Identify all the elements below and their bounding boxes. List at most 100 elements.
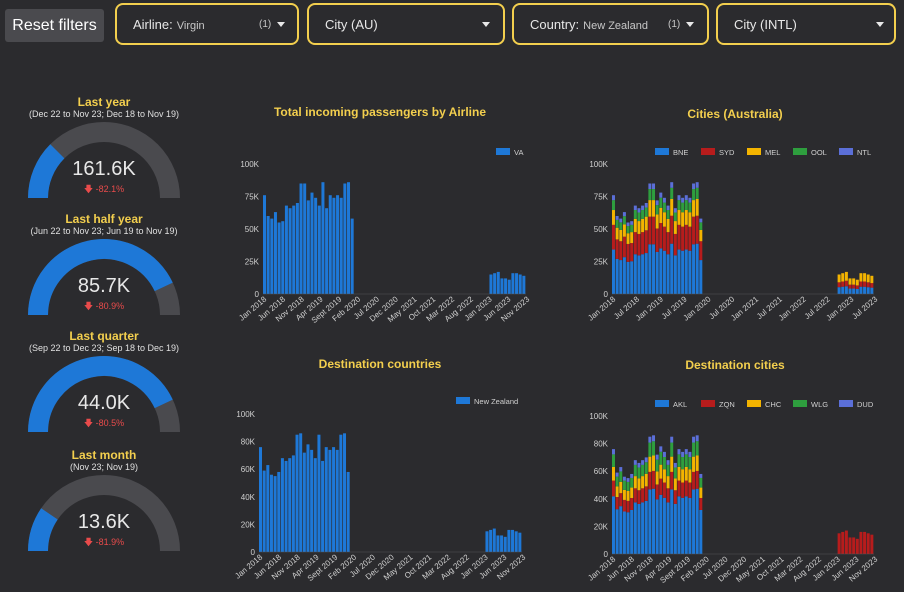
bar[interactable] bbox=[655, 484, 659, 500]
bar[interactable] bbox=[615, 509, 619, 554]
bar[interactable] bbox=[681, 456, 685, 470]
bar[interactable] bbox=[633, 232, 637, 255]
bar[interactable] bbox=[310, 449, 314, 552]
bar[interactable] bbox=[273, 476, 277, 552]
bar[interactable] bbox=[507, 529, 511, 552]
bar[interactable] bbox=[655, 200, 659, 206]
bar[interactable] bbox=[681, 497, 685, 554]
bar[interactable] bbox=[270, 218, 274, 294]
bar[interactable] bbox=[269, 474, 273, 552]
bar[interactable] bbox=[644, 253, 648, 294]
bar[interactable] bbox=[324, 447, 328, 552]
bar[interactable] bbox=[648, 183, 652, 190]
bar[interactable] bbox=[659, 207, 663, 224]
bar[interactable] bbox=[637, 221, 641, 234]
bar[interactable] bbox=[619, 260, 623, 294]
bar[interactable] bbox=[630, 487, 634, 498]
bar[interactable] bbox=[288, 458, 292, 552]
bar[interactable] bbox=[684, 466, 688, 481]
bar[interactable] bbox=[612, 210, 615, 225]
bar[interactable] bbox=[692, 456, 696, 472]
bar[interactable] bbox=[699, 222, 703, 230]
bar[interactable] bbox=[350, 218, 354, 294]
bar[interactable] bbox=[619, 467, 623, 472]
bar[interactable] bbox=[670, 442, 674, 457]
bar[interactable] bbox=[699, 487, 703, 498]
bar[interactable] bbox=[317, 205, 321, 294]
bar[interactable] bbox=[670, 215, 674, 244]
bar[interactable] bbox=[633, 476, 637, 489]
bar[interactable] bbox=[343, 183, 347, 295]
bar[interactable] bbox=[619, 481, 623, 494]
bar[interactable] bbox=[688, 456, 692, 470]
bar[interactable] bbox=[630, 224, 634, 233]
bar[interactable] bbox=[844, 271, 848, 281]
bar[interactable] bbox=[295, 203, 299, 294]
bar[interactable] bbox=[612, 195, 615, 201]
bar[interactable] bbox=[619, 506, 623, 554]
bar[interactable] bbox=[644, 207, 648, 217]
bar[interactable] bbox=[695, 215, 699, 244]
bar[interactable] bbox=[677, 466, 681, 481]
bar[interactable] bbox=[641, 232, 645, 255]
bar[interactable] bbox=[630, 509, 634, 554]
bar[interactable] bbox=[619, 218, 623, 223]
bar[interactable] bbox=[644, 216, 648, 231]
bar[interactable] bbox=[666, 460, 670, 465]
bar[interactable] bbox=[630, 221, 634, 225]
bar[interactable] bbox=[677, 496, 681, 554]
bar[interactable] bbox=[652, 435, 656, 442]
bar[interactable] bbox=[306, 200, 310, 294]
bar[interactable] bbox=[626, 491, 630, 501]
bar[interactable] bbox=[633, 460, 637, 465]
bar[interactable] bbox=[500, 278, 504, 294]
bar[interactable] bbox=[666, 218, 670, 233]
bar[interactable] bbox=[648, 216, 652, 245]
bar[interactable] bbox=[666, 488, 670, 503]
bar[interactable] bbox=[346, 471, 350, 552]
bar[interactable] bbox=[492, 528, 496, 552]
bar[interactable] bbox=[852, 278, 856, 285]
bar[interactable] bbox=[673, 467, 677, 479]
bar[interactable] bbox=[313, 458, 317, 552]
bar[interactable] bbox=[644, 500, 648, 554]
bar[interactable] bbox=[626, 500, 630, 513]
city-au-filter-dropdown[interactable]: City (AU) bbox=[307, 3, 505, 45]
bar[interactable] bbox=[695, 187, 699, 199]
bar[interactable] bbox=[655, 251, 659, 294]
bar[interactable] bbox=[659, 446, 663, 452]
bar[interactable] bbox=[648, 489, 652, 554]
bar[interactable] bbox=[855, 279, 859, 286]
bar[interactable] bbox=[699, 218, 703, 223]
bar[interactable] bbox=[648, 442, 652, 457]
bar[interactable] bbox=[622, 216, 626, 225]
bar[interactable] bbox=[644, 230, 648, 254]
bar[interactable] bbox=[648, 200, 652, 217]
bar[interactable] bbox=[655, 214, 659, 229]
bar[interactable] bbox=[684, 200, 688, 211]
bar[interactable] bbox=[655, 471, 659, 485]
bar[interactable] bbox=[699, 229, 703, 242]
bar[interactable] bbox=[514, 531, 518, 552]
bar[interactable] bbox=[626, 233, 630, 244]
bar[interactable] bbox=[641, 488, 645, 503]
bar[interactable] bbox=[688, 202, 692, 213]
bar[interactable] bbox=[332, 197, 336, 294]
bar[interactable] bbox=[641, 464, 645, 477]
bar[interactable] bbox=[666, 205, 670, 211]
bar[interactable] bbox=[848, 284, 852, 289]
bar[interactable] bbox=[622, 212, 626, 217]
bar[interactable] bbox=[699, 241, 703, 261]
bar[interactable] bbox=[688, 469, 692, 483]
bar[interactable] bbox=[626, 261, 630, 294]
city-intl-filter-dropdown[interactable]: City (INTL) bbox=[716, 3, 896, 45]
bar[interactable] bbox=[681, 212, 685, 227]
bar[interactable] bbox=[619, 471, 623, 482]
bar[interactable] bbox=[630, 243, 634, 262]
country-filter-dropdown[interactable]: Country: New Zealand (1) bbox=[512, 3, 709, 45]
bar[interactable] bbox=[339, 434, 343, 552]
bar[interactable] bbox=[684, 195, 688, 201]
bar[interactable] bbox=[280, 458, 284, 552]
bar[interactable] bbox=[695, 198, 699, 216]
bar[interactable] bbox=[518, 274, 522, 295]
